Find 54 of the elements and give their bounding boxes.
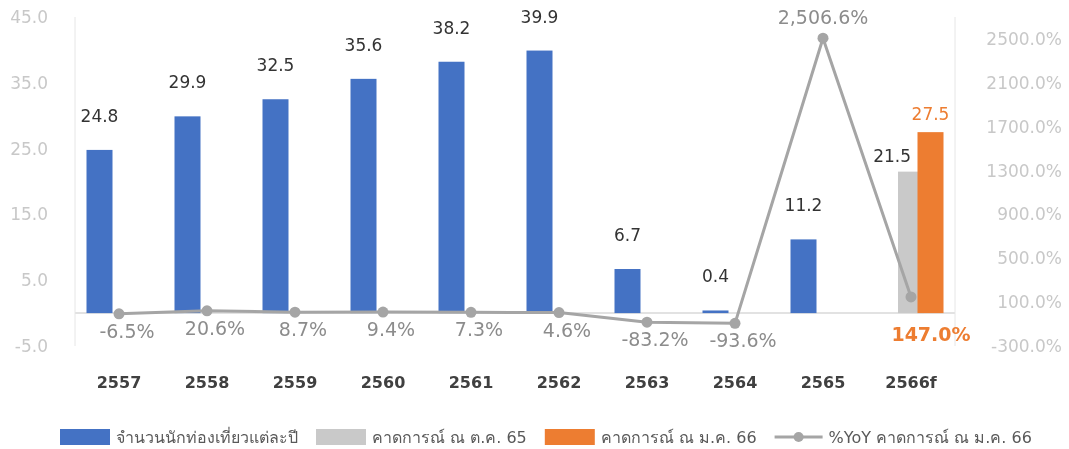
point	[729, 317, 741, 329]
data-label: 32.5	[256, 55, 295, 76]
bar	[438, 61, 465, 314]
point	[905, 291, 917, 303]
x-tick-label: 2561	[448, 373, 494, 392]
bar	[917, 132, 944, 314]
data-label: 9.4%	[366, 318, 416, 341]
bar	[262, 99, 289, 314]
x-tick-label: 2558	[184, 373, 230, 392]
point	[553, 307, 565, 319]
data-label: 24.8	[80, 105, 119, 126]
x-tick-label: 2564	[712, 373, 758, 392]
point	[817, 32, 829, 44]
legend-label: คาดการณ์ ณ ต.ค. 65	[372, 428, 527, 447]
bar	[702, 310, 729, 314]
data-label: 29.9	[168, 72, 207, 93]
point	[377, 306, 389, 318]
data-label: 2,506.6%	[777, 6, 869, 29]
point	[641, 316, 653, 328]
x-tick-label: 2563	[624, 373, 670, 392]
bar	[86, 149, 113, 314]
point	[201, 305, 213, 317]
x-tick-label: 2562	[536, 373, 582, 392]
point	[289, 306, 301, 318]
data-label: 8.7%	[278, 318, 328, 341]
data-label: 6.7	[613, 225, 642, 246]
bar	[614, 269, 641, 314]
legend-label: คาดการณ์ ณ ม.ค. 66	[600, 428, 757, 447]
data-label: -93.6%	[709, 329, 777, 352]
data-label: 20.6%	[184, 316, 246, 339]
data-label: 27.5	[911, 104, 950, 125]
legend-label: %YoY คาดการณ์ ณ ม.ค. 66	[828, 428, 1032, 447]
data-label: 35.6	[344, 34, 383, 55]
data-label: 4.6%	[542, 318, 592, 341]
data-label: 7.3%	[454, 318, 504, 341]
data-label: 147.0%	[891, 322, 971, 345]
data-label: 11.2	[784, 195, 823, 216]
point	[465, 306, 477, 318]
x-tick-label: 2557	[96, 373, 142, 392]
x-tick-label: 2565	[800, 373, 846, 392]
data-label: 39.9	[520, 6, 559, 27]
bar	[526, 50, 553, 314]
bar	[790, 239, 817, 314]
point	[113, 308, 125, 320]
data-label: -6.5%	[99, 319, 155, 342]
data-label: -83.2%	[621, 328, 689, 351]
data-label: 38.2	[432, 17, 471, 38]
x-tick-label: 2560	[360, 373, 406, 392]
bar	[350, 78, 377, 314]
data-label: 0.4	[701, 266, 730, 287]
x-tick-label: 2566f	[885, 373, 938, 392]
legend-label: จำนวนนักท่องเที่ยวแต่ละปี	[116, 426, 298, 447]
x-tick-label: 2559	[272, 373, 318, 392]
data-label: 21.5	[873, 145, 911, 166]
